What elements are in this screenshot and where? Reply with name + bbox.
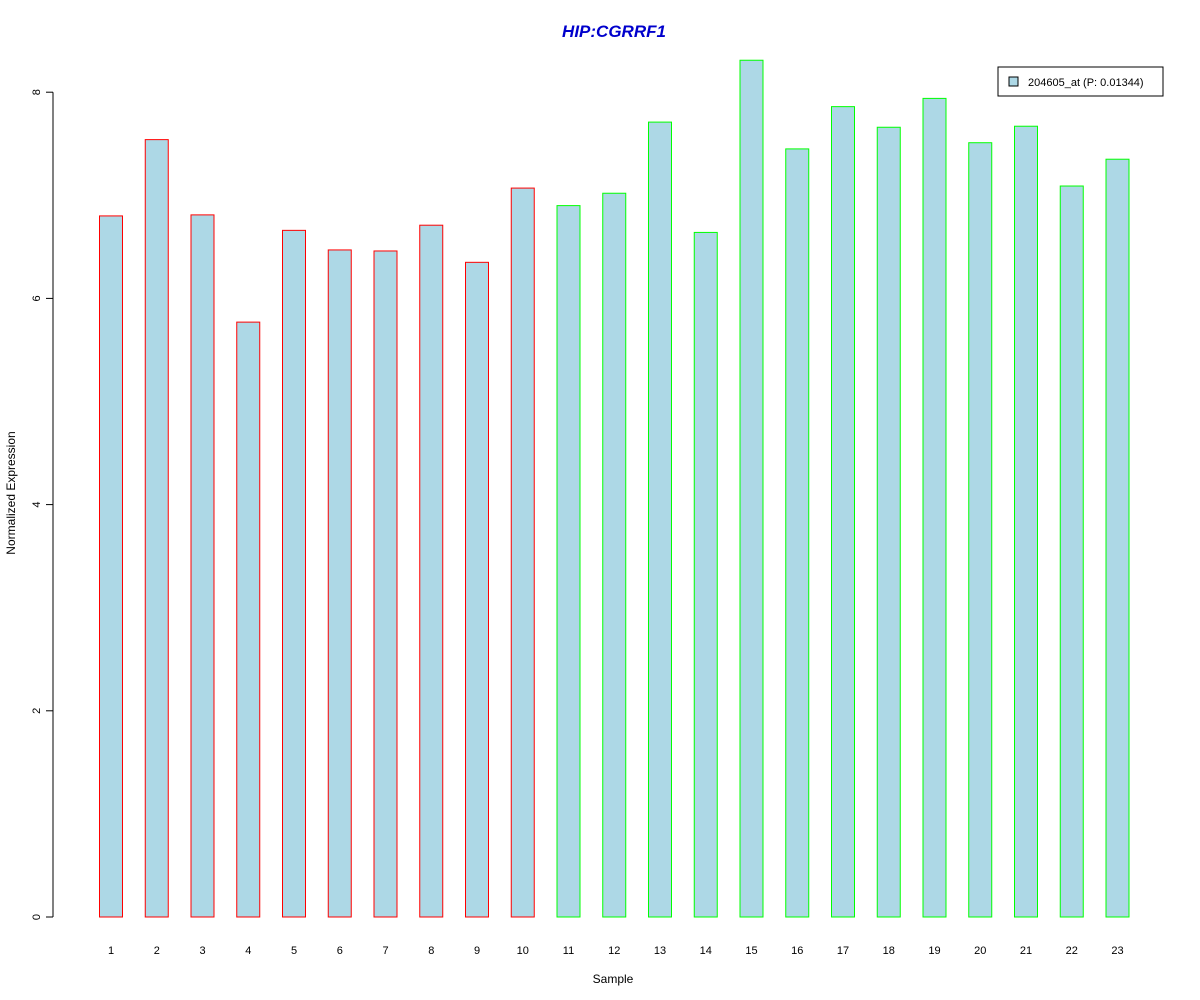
bar-sample-16 [785,148,810,918]
bar-sample-11 [556,205,581,918]
bar-sample-22 [1059,185,1084,918]
bar-sample-6 [327,249,352,918]
bar-sample-3 [190,214,215,918]
y-tick-label: 4 [31,502,43,508]
chart-title: HIP:CGRRF1 [562,22,666,41]
x-tick-label: 22 [1066,945,1078,957]
x-tick-label: 19 [928,945,940,957]
x-tick-label: 3 [199,945,205,957]
x-tick-label: 14 [700,945,712,957]
bar-sample-9 [465,261,489,918]
bar-sample-15 [739,59,764,918]
x-tick-label: 1 [108,945,114,957]
x-tick-label: 20 [974,945,986,957]
bar-sample-5 [282,229,306,918]
x-tick-label: 6 [337,945,343,957]
y-tick-label: 0 [31,914,43,920]
x-tick-label: 23 [1111,945,1123,957]
bar-sample-12 [602,192,627,918]
x-tick-label: 8 [428,945,434,957]
y-axis: 0 2 4 6 8 [31,89,54,920]
bar-sample-4 [236,321,261,918]
y-tick-label: 6 [31,295,43,301]
bar-sample-1 [99,215,123,918]
bar-sample-17 [831,106,855,918]
x-tick-label: 13 [654,945,666,957]
x-tick-labels: 1 2 3 4 5 6 7 8 9 10 11 12 13 14 15 16 17 18 19 20 21 22 23 [108,945,1124,957]
bar-sample-20 [968,142,993,918]
bar-sample-10 [510,187,535,918]
x-tick-label: 10 [517,945,529,957]
bar-sample-7 [373,250,398,918]
bar-sample-14 [693,231,718,918]
legend-label: 204605_at (P: 0.01344) [1028,77,1144,89]
bar-sample-18 [876,126,901,918]
x-tick-label: 16 [791,945,803,957]
x-tick-label: 18 [883,945,895,957]
bar-sample-19 [922,97,947,918]
bar-sample-8 [419,224,444,918]
x-tick-label: 15 [745,945,757,957]
x-tick-label: 17 [837,945,849,957]
bar-sample-23 [1105,158,1130,918]
x-tick-label: 2 [154,945,160,957]
legend-swatch [1008,76,1019,87]
x-tick-label: 5 [291,945,297,957]
x-tick-label: 11 [563,945,574,957]
x-tick-label: 4 [245,945,251,957]
bar-sample-13 [648,121,672,918]
y-tick-label: 8 [31,89,43,95]
x-tick-label: 21 [1020,945,1032,957]
x-tick-label: 12 [608,945,620,957]
legend: 204605_at (P: 0.01344) [997,66,1164,97]
legend-box [997,66,1164,97]
y-axis-label: Normalized Expression [4,431,18,554]
x-tick-label: 7 [382,945,388,957]
x-tick-label: 9 [474,945,480,957]
bar-sample-2 [144,139,169,918]
y-tick-label: 2 [31,708,43,714]
bar-sample-21 [1014,125,1038,918]
bars [99,59,1130,918]
x-axis-label: Sample [593,972,634,986]
